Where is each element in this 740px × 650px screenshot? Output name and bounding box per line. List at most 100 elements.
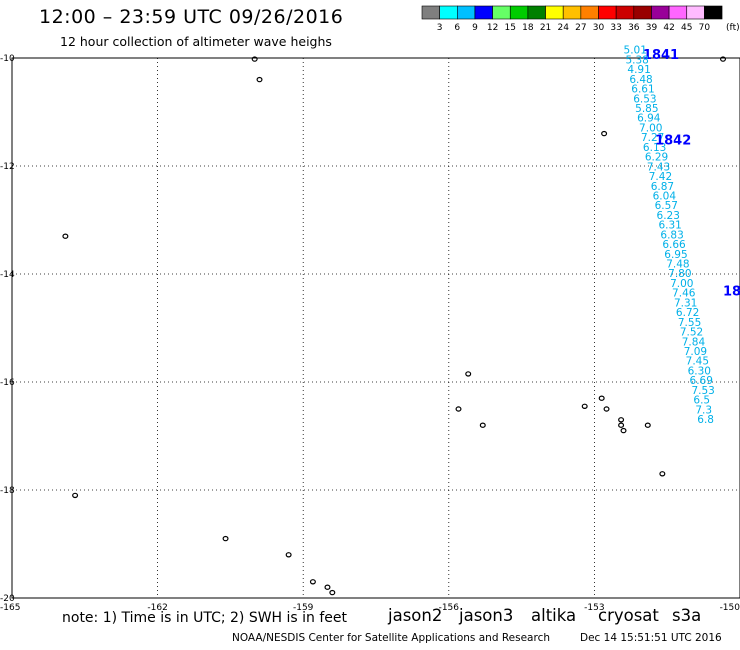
island-outline <box>618 422 625 428</box>
swh-value: 6.31 <box>658 220 681 232</box>
page-subtitle: 12 hour collection of altimeter wave hei… <box>60 34 332 49</box>
island-outline <box>644 422 651 428</box>
legend-s3a: s3a <box>672 606 702 625</box>
swh-value: 6.94 <box>637 113 661 125</box>
colorbar-legend: 3 6 9 12 15 18 21 24 27 30 33 36 39 42 45 70 (ft) <box>421 5 740 33</box>
legend-cryosat: cryosat <box>598 606 659 625</box>
x-tick-label: -162 <box>147 603 167 613</box>
colorbar-label: 21 <box>540 23 551 33</box>
swh-value: 7.53 <box>691 385 714 397</box>
swh-value: 7.48 <box>666 259 689 271</box>
colorbar-label: 33 <box>610 23 621 33</box>
colorbar-swatch <box>527 5 546 20</box>
island-outline <box>465 371 472 377</box>
island-outline <box>581 403 588 409</box>
swh-value: 6.5 <box>693 395 710 407</box>
swh-value: 6.83 <box>660 229 683 241</box>
colorbar-swatch <box>509 5 529 20</box>
island-outline <box>72 492 79 499</box>
x-tick-label: -153 <box>584 603 604 613</box>
swh-value: 7.46 <box>672 288 696 300</box>
page-title: 12:00 – 23:59 UTC 09/26/2016 <box>39 6 344 28</box>
colorbar-swatch <box>668 5 688 20</box>
map-grid <box>12 58 740 598</box>
island-outline <box>659 471 666 477</box>
island-outline <box>222 535 229 542</box>
colorbar-label: 45 <box>681 23 692 33</box>
y-tick-label: -20 <box>0 594 15 604</box>
units-note: note: 1) Time is in UTC; 2) SWH is in fe… <box>62 610 348 626</box>
colorbar-label: 70 <box>699 23 711 33</box>
swh-value: 6.48 <box>629 74 652 86</box>
colorbar-label: 12 <box>487 23 498 33</box>
swh-value: 7.3 <box>695 404 712 416</box>
swh-value: 7.45 <box>686 356 709 368</box>
colorbar-label: 15 <box>505 23 516 33</box>
swh-value: 6.66 <box>662 239 686 251</box>
x-tick-label: -165 <box>0 603 20 613</box>
colorbar-swatch <box>580 5 599 20</box>
colorbar-label: 39 <box>646 23 658 33</box>
credit-text: NOAA/NESDIS Center for Satellite Applica… <box>232 632 550 644</box>
island-outline <box>455 406 462 412</box>
swh-value: 6.8 <box>697 414 714 426</box>
island-outline <box>285 552 292 558</box>
swh-value: 5.85 <box>635 103 658 115</box>
island-outline <box>479 422 486 428</box>
colorbar-swatch <box>704 5 723 20</box>
colorbar-swatch <box>686 5 705 20</box>
swh-value: 7.80 <box>668 268 691 280</box>
swh-value: 6.30 <box>688 365 711 377</box>
colorbar-swatch <box>598 5 617 20</box>
axis-tick-labels: -165 -162 -159 -156 -153 -150 -10 -12 -14 -16 -18 -… <box>0 54 740 613</box>
y-tick-label: -14 <box>0 270 15 280</box>
island-outline <box>251 56 258 62</box>
swh-value: 6.57 <box>655 200 678 212</box>
colorbar-label: 6 <box>454 23 460 33</box>
swh-value: 7.00 <box>670 278 693 290</box>
island-outline <box>309 579 316 585</box>
colorbar-label: 9 <box>472 23 478 33</box>
track-label: 1841 <box>643 48 679 63</box>
swh-value: 7.27 <box>641 132 664 144</box>
generated-timestamp: Dec 14 15:51:51 UTC 2016 <box>580 632 722 644</box>
swh-value: 6.04 <box>653 190 677 202</box>
swh-value: 7.42 <box>649 171 672 183</box>
legend-jason2: jason2 <box>388 606 443 625</box>
swh-value: 7.52 <box>680 327 703 339</box>
swh-value: 7.09 <box>684 346 707 358</box>
colorbar-swatch <box>545 5 564 20</box>
swh-value: 6.23 <box>657 210 680 222</box>
island-outline <box>618 417 625 423</box>
colorbar-swatch <box>456 5 476 20</box>
y-tick-label: -16 <box>0 378 15 388</box>
island-outline <box>598 395 605 401</box>
colorbar-swatch <box>492 5 511 20</box>
legend-altika: altika <box>531 606 577 625</box>
island-outline <box>720 56 727 62</box>
satellite-tracks: 18415.015.384.916.486.616.535.856.947.00… <box>624 45 740 426</box>
y-tick-label: -12 <box>0 162 15 172</box>
swh-value: 7.31 <box>674 297 697 309</box>
legend-jason3: jason3 <box>459 606 514 625</box>
track-label: 1843 <box>723 285 740 300</box>
swh-value: 7.84 <box>682 336 706 348</box>
swh-value: 6.53 <box>633 93 656 105</box>
x-tick-label: -150 <box>720 603 740 613</box>
colorbar-label: 24 <box>557 23 569 33</box>
island-outline <box>256 76 263 83</box>
swh-value: 6.87 <box>651 181 674 193</box>
swh-value: 4.91 <box>627 64 650 76</box>
x-tick-label: -156 <box>439 603 460 613</box>
swh-value: 6.69 <box>690 375 713 387</box>
swh-value: 6.95 <box>664 249 687 261</box>
island-outline <box>329 589 336 596</box>
island-outline <box>620 427 627 434</box>
swh-value: 7.43 <box>647 161 670 173</box>
island-outline <box>324 584 331 590</box>
colorbar-label: 30 <box>593 23 605 33</box>
y-tick-label: -18 <box>0 486 15 496</box>
colorbar-unit: (ft) <box>726 23 740 33</box>
colorbar-label: 42 <box>663 23 674 33</box>
